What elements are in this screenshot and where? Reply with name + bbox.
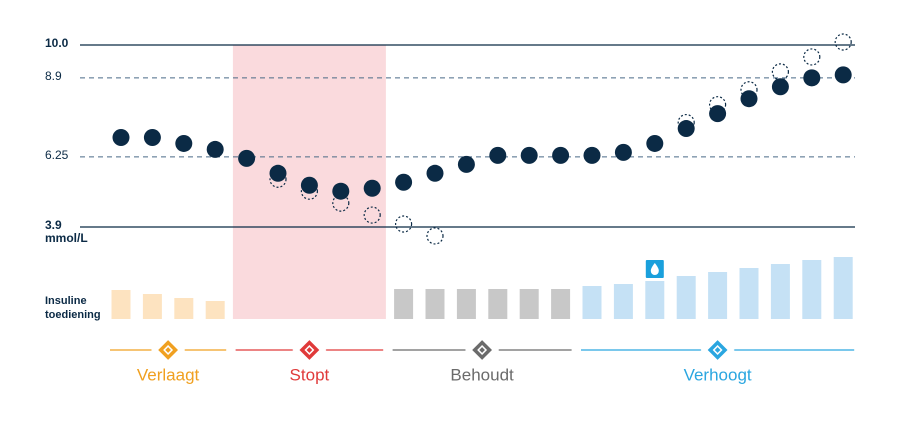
glucose-dot — [332, 182, 350, 200]
phase-label: Verhoogt — [684, 365, 752, 384]
glucose-dot — [112, 128, 130, 146]
predicted-dot — [803, 48, 821, 66]
y-tick-label: 8.9 — [45, 69, 62, 83]
glucose-dot — [395, 173, 413, 191]
glucose-dot — [269, 164, 287, 182]
insulin-bar — [802, 260, 822, 319]
phase-icon — [479, 347, 485, 353]
glucose-dot — [646, 134, 664, 152]
phase-label: Stopt — [290, 365, 330, 384]
phase-icon — [306, 347, 313, 353]
phase-icon — [714, 347, 721, 353]
insulin-bar — [394, 289, 414, 319]
glucose-dot — [677, 120, 695, 138]
insulin-bar — [174, 298, 194, 319]
predicted-dot — [363, 206, 381, 224]
glucose-dot — [803, 69, 821, 87]
insulin-bar — [111, 290, 131, 319]
phase-label: Verlaagt — [137, 365, 200, 384]
insulin-bar — [613, 284, 633, 319]
predicted-dot — [395, 215, 413, 233]
predicted-dot — [834, 33, 852, 51]
insulin-bar — [770, 264, 790, 319]
y-tick-label: 10.0 — [45, 36, 69, 50]
glucose-dot — [552, 146, 570, 164]
glucose-dot — [363, 179, 381, 197]
insulin-bar — [708, 272, 728, 319]
glucose-dot — [457, 155, 475, 173]
glucose-dot — [426, 164, 444, 182]
insulin-bar — [551, 289, 571, 319]
insulin-bar — [205, 301, 225, 319]
insulin-bar — [739, 268, 759, 319]
glucose-dot — [709, 105, 727, 123]
insulin-bar — [456, 289, 476, 319]
insulin-bar — [582, 286, 602, 319]
glucose-dot — [489, 146, 507, 164]
glucose-dot — [834, 66, 852, 84]
y-tick-label: 3.9 — [45, 218, 62, 232]
insulin-label: Insuline — [45, 295, 87, 307]
glucose-dot — [238, 149, 256, 167]
y-unit: mmol/L — [45, 231, 88, 245]
glucose-dot — [520, 146, 538, 164]
glucose-dot — [614, 143, 632, 161]
insulin-bar — [645, 281, 665, 319]
y-tick-label: 6.25 — [45, 148, 69, 162]
insulin-bar — [676, 276, 696, 319]
glucose-dot — [583, 146, 601, 164]
insulin-bar — [425, 289, 445, 319]
insulin-bar — [519, 289, 539, 319]
glucose-dot — [206, 140, 224, 158]
glucose-dot — [175, 134, 193, 152]
glucose-dot — [740, 90, 758, 108]
glucose-dot — [143, 128, 161, 146]
insulin-label: toediening — [45, 309, 101, 321]
glucose-dot — [771, 78, 789, 96]
drop-icon — [650, 263, 659, 275]
phase-icon — [165, 347, 171, 353]
insulin-bar — [142, 294, 162, 319]
insulin-bar — [833, 257, 853, 319]
insulin-bar — [488, 289, 508, 319]
phase-label: Behoudt — [450, 365, 514, 384]
predicted-dot — [426, 227, 444, 245]
glucose-dot — [300, 176, 318, 194]
